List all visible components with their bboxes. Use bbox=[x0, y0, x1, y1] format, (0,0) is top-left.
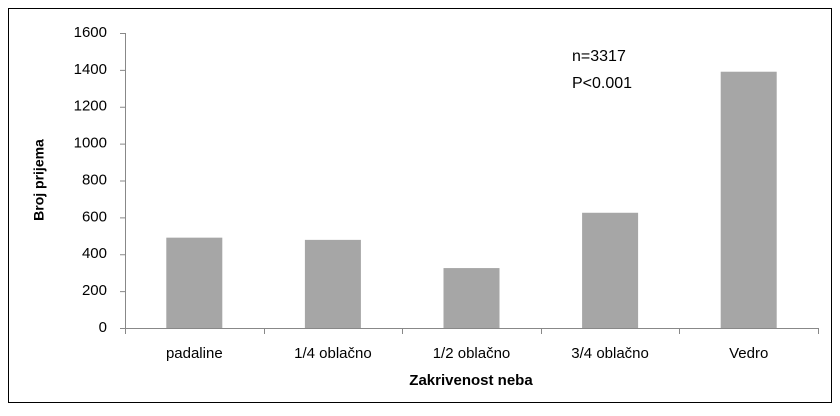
x-tick-label: 1/2 oblačno bbox=[433, 345, 511, 362]
chart-border bbox=[8, 8, 832, 403]
bar bbox=[720, 71, 777, 328]
x-tick-label: 1/4 oblačno bbox=[294, 345, 372, 362]
y-axis-title: Broj prijema bbox=[31, 139, 47, 221]
bar bbox=[304, 239, 361, 328]
bar bbox=[166, 237, 223, 328]
bar bbox=[582, 212, 639, 328]
x-tick-label: Vedro bbox=[729, 345, 768, 362]
y-tick-label: 600 bbox=[82, 208, 107, 225]
bar bbox=[443, 268, 500, 328]
annotation: P<0.001 bbox=[572, 75, 632, 92]
y-tick-label: 1600 bbox=[74, 24, 107, 41]
x-axis-title: Zakrivenost neba bbox=[409, 372, 533, 389]
y-tick-label: 0 bbox=[99, 319, 107, 336]
y-tick-label: 200 bbox=[82, 282, 107, 299]
y-tick-label: 800 bbox=[82, 171, 107, 188]
y-tick-label: 1400 bbox=[74, 61, 107, 78]
y-tick-label: 1200 bbox=[74, 98, 107, 115]
x-tick-label: padaline bbox=[166, 345, 223, 362]
annotation: n=3317 bbox=[572, 48, 626, 65]
y-tick-label: 400 bbox=[82, 245, 107, 262]
y-tick-label: 1000 bbox=[74, 135, 107, 152]
x-tick-label: 3/4 oblačno bbox=[571, 345, 649, 362]
